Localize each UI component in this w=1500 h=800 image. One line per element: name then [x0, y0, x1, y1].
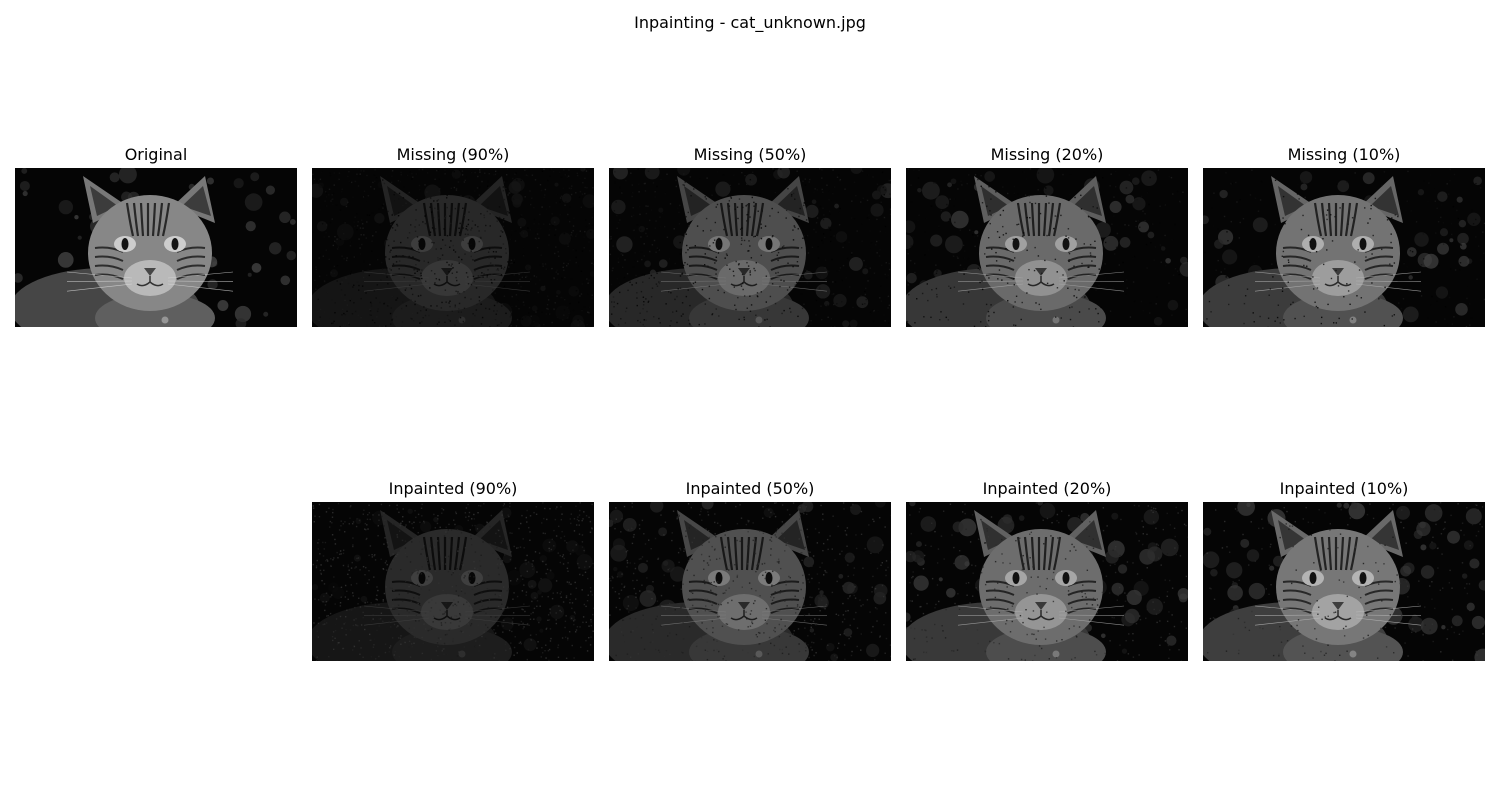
- panel-title: Missing (20%): [990, 145, 1104, 164]
- panel-title: Inpainted (50%): [685, 479, 815, 498]
- panel-title: Inpainted (20%): [982, 479, 1112, 498]
- panel-missing-50: Missing (50%): [609, 145, 891, 327]
- cat-image: [312, 502, 594, 661]
- panel-inpainted-50: Inpainted (50%): [609, 479, 891, 661]
- cat-image: [1203, 168, 1485, 327]
- panel-inpainted-20: Inpainted (20%): [906, 479, 1188, 661]
- panel-missing-90: Missing (90%): [312, 145, 594, 327]
- cat-image: [312, 168, 594, 327]
- cat-image: [906, 168, 1188, 327]
- panel-title: Original: [124, 145, 188, 164]
- cat-image: [15, 168, 297, 327]
- cat-image: [906, 502, 1188, 661]
- cat-image: [609, 168, 891, 327]
- panel-inpainted-10: Inpainted (10%): [1203, 479, 1485, 661]
- figure-title: Inpainting - cat_unknown.jpg: [634, 13, 866, 32]
- panel-inpainted-90: Inpainted (90%): [312, 479, 594, 661]
- panel-missing-10: Missing (10%): [1203, 145, 1485, 327]
- cat-image: [1203, 502, 1485, 661]
- panel-original: Original: [15, 145, 297, 327]
- panel-title: Missing (50%): [693, 145, 807, 164]
- cat-image: [609, 502, 891, 661]
- panel-missing-20: Missing (20%): [906, 145, 1188, 327]
- panel-title: Inpainted (10%): [1279, 479, 1409, 498]
- panel-title: Inpainted (90%): [388, 479, 518, 498]
- panel-title: Missing (90%): [396, 145, 510, 164]
- panel-title: Missing (10%): [1287, 145, 1401, 164]
